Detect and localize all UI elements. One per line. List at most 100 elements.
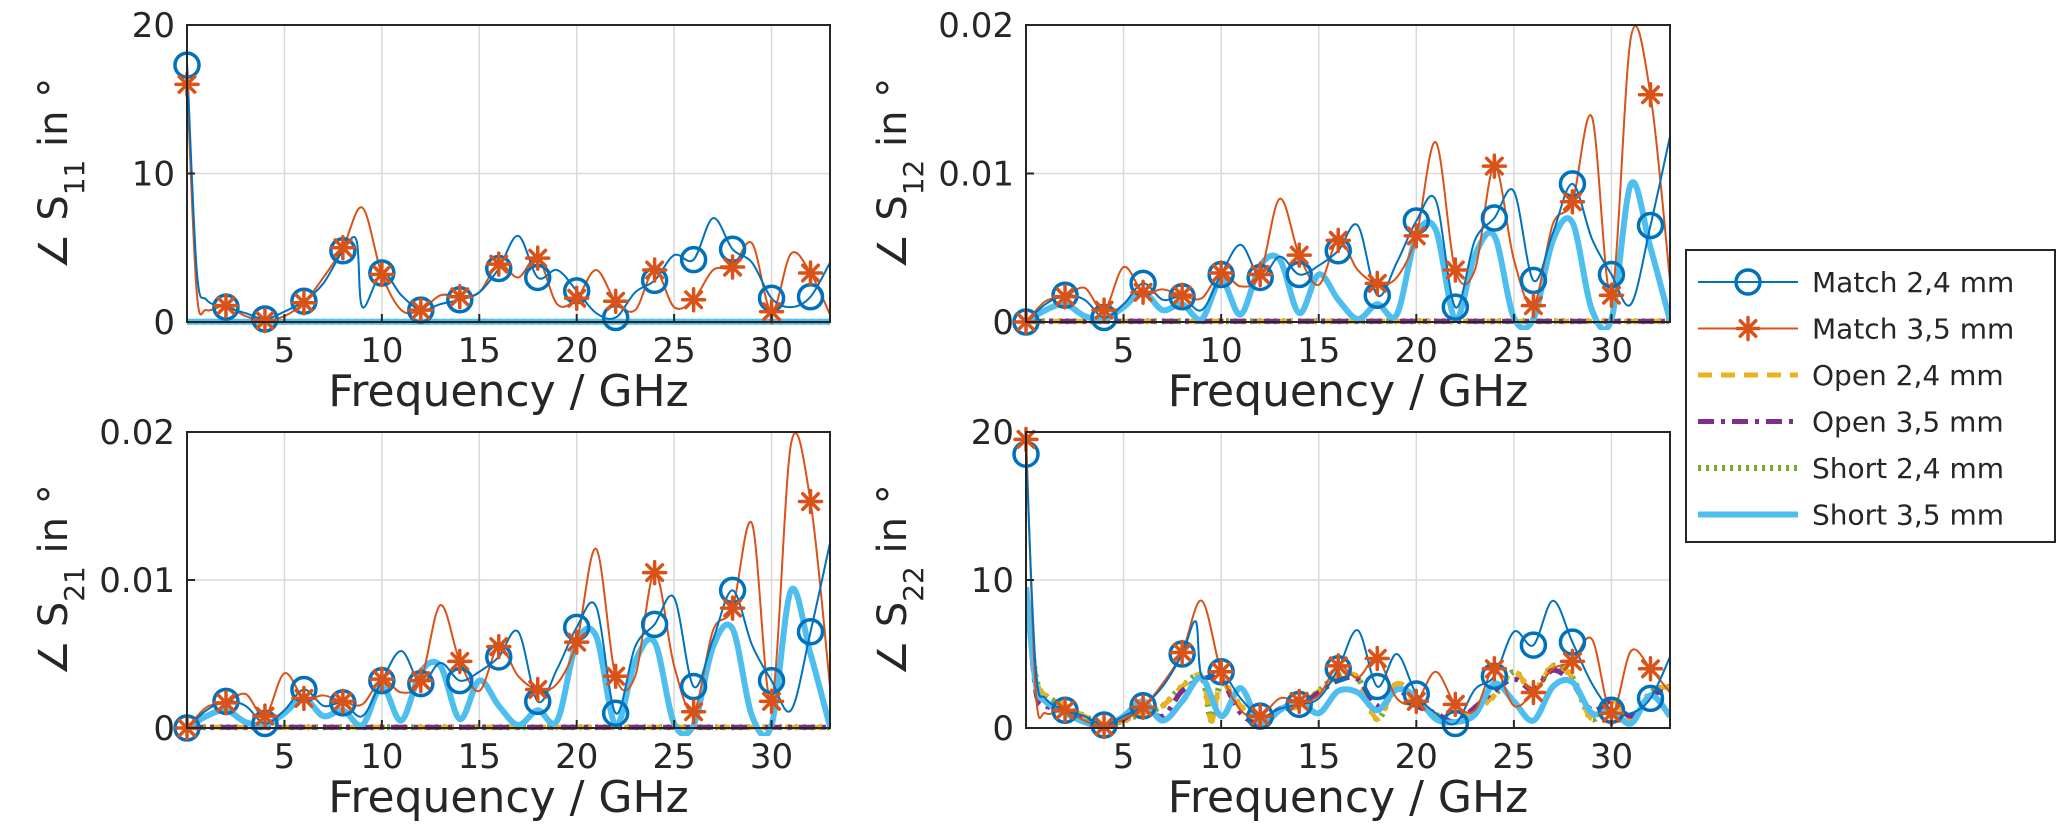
data-marker [1247,261,1273,288]
data-marker-stroke [1367,648,1387,668]
x-tick-label: 25 [652,737,695,777]
data-marker [1325,227,1351,254]
data-marker [1637,82,1664,108]
data-marker [1637,656,1664,682]
y-axis-label-main: ∠ S [31,195,77,269]
data-marker-stroke [1094,300,1114,320]
data-marker [1481,656,1508,682]
data-marker [1520,679,1547,706]
data-marker [1442,691,1469,718]
legend-label: Open 2,4 mm [1812,359,2004,392]
data-marker [447,648,473,675]
x-tick-label: 5 [1113,331,1135,371]
data-marker-stroke [294,293,314,313]
data-marker-stroke [450,287,470,307]
data-marker-stroke [372,669,392,689]
x-tick-label: 20 [555,737,598,777]
data-marker [758,298,785,325]
data-marker-stroke [1250,706,1270,726]
data-marker-stroke [606,666,626,686]
y-axis-label-unit: in ° [870,484,916,566]
data-marker-stroke [255,706,275,726]
x-axis-label: Frequency / GHz [1168,366,1528,417]
data-marker [252,703,278,729]
data-marker [602,288,629,314]
data-marker [330,688,356,715]
legend-label: Match 2,4 mm [1812,266,2014,299]
data-marker [524,676,551,703]
data-marker-stroke [216,296,236,316]
data-marker-stroke [1289,245,1309,265]
y-tick-label: 0.02 [938,6,1014,46]
x-tick-label: 10 [360,737,403,777]
data-marker [486,251,512,277]
data-marker [1636,211,1665,240]
data-marker [719,595,746,621]
data-marker-stroke [1523,296,1543,316]
legend-label: Open 3,5 mm [1812,406,2004,439]
data-marker-stroke [1562,192,1582,212]
data-marker [601,699,630,727]
data-marker-stroke [255,310,275,331]
data-marker [640,610,669,639]
data-marker-stroke [411,300,431,320]
legend-label: Match 3,5 mm [1812,313,2014,346]
data-marker-stroke [1055,700,1075,720]
data-marker-stroke [450,651,470,671]
series-markers-match-3-5 [174,71,824,334]
data-marker [563,285,590,311]
x-tick-label: 5 [274,737,296,777]
y-tick-label: 0 [992,709,1014,749]
data-marker [797,488,824,515]
data-marker-stroke [800,263,821,283]
data-marker [213,690,239,716]
data-marker [1519,631,1548,659]
data-marker-stroke [684,290,704,310]
legend: Match 2,4 mm Match 3,5 mm Open 2,4 mm Open … [1685,249,2056,543]
panel-S21: 5 10 15 20 25 30 0 0.01 0.02 Frequency / GHz ∠ S21… [31,413,831,823]
data-marker [524,245,551,271]
legend-label: Short 3,5 mm [1812,499,2004,532]
data-marker [291,685,317,712]
data-marker [408,297,434,323]
y-tick-label: 10 [132,155,175,195]
data-marker [797,260,824,286]
data-marker [563,629,590,655]
data-marker [1247,703,1273,729]
data-marker-stroke [800,492,821,512]
x-tick-label: 20 [1395,331,1438,371]
data-marker [1559,648,1586,675]
x-tick-label: 5 [274,331,296,371]
y-axis-label: ∠ S11 in ° [31,78,91,270]
data-marker [758,688,785,715]
data-marker-stroke [1640,85,1661,105]
data-marker-stroke [1562,651,1582,671]
x-tick-label: 15 [458,737,501,777]
legend-marker-stroke [1738,318,1758,339]
data-marker-stroke [1445,694,1465,714]
data-marker-stroke [567,632,587,652]
x-tick-label: 5 [1113,737,1135,777]
x-tick-label: 10 [1200,737,1243,777]
x-tick-label: 15 [1297,331,1340,371]
data-marker [1403,688,1430,715]
y-axis-label-main: ∠ S [31,602,77,676]
data-marker [1169,639,1195,666]
y-axis-label-main: ∠ S [870,195,916,269]
data-marker [1130,279,1156,306]
data-marker [641,257,668,283]
data-marker [1325,653,1351,679]
data-marker-stroke [294,688,314,708]
x-tick-label: 10 [360,331,403,371]
data-marker-stroke [216,693,236,713]
data-marker-stroke [1055,287,1075,307]
y-tick-label: 0.02 [99,413,175,453]
data-marker [1130,694,1156,721]
data-marker [1208,260,1234,286]
y-axis-label-unit: in ° [31,78,77,160]
data-marker-stroke [1133,697,1153,717]
data-marker [1091,297,1117,323]
x-tick-label: 10 [1200,331,1243,371]
x-tick-label: 20 [1395,737,1438,777]
